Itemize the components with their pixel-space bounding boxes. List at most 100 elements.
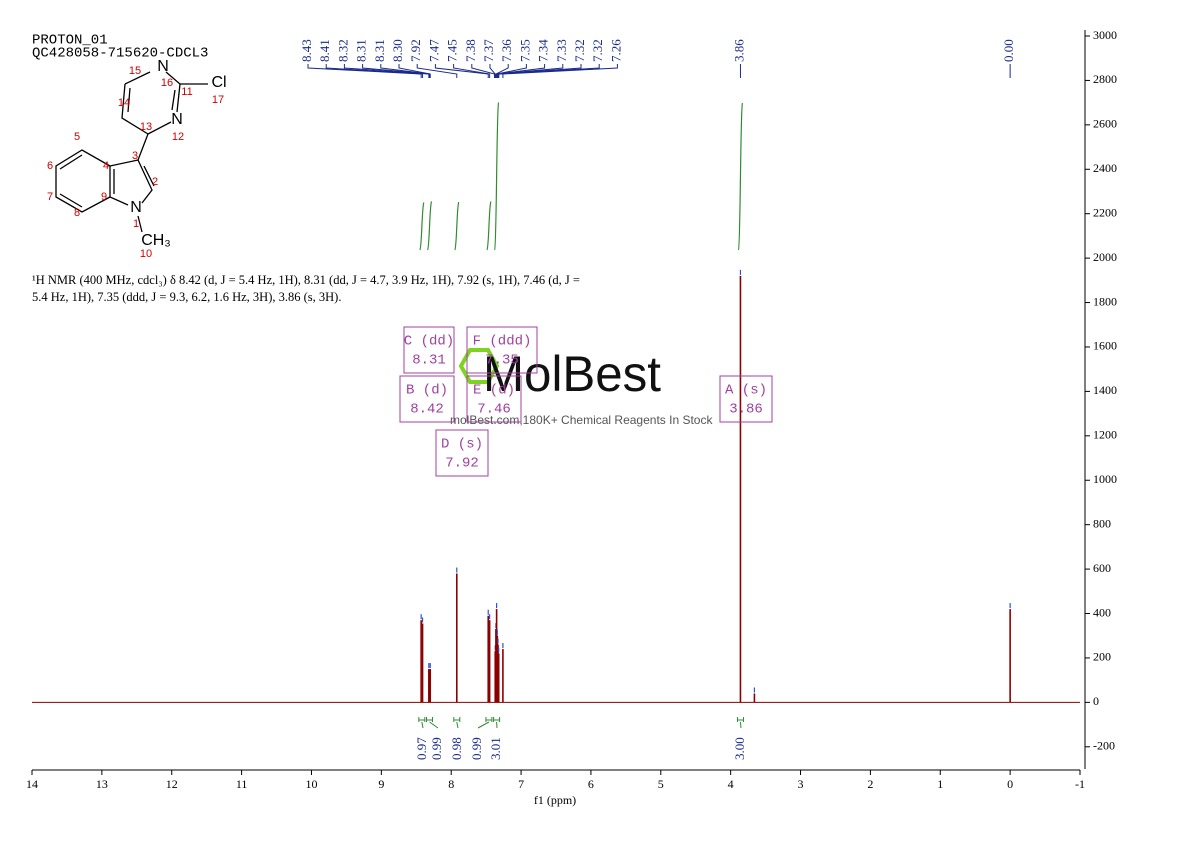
peak-label: 7.34: [536, 39, 551, 62]
y-tick-label: 400: [1093, 605, 1111, 619]
y-tick-label: 1000: [1093, 472, 1117, 486]
peak-label-connector: [416, 64, 458, 78]
atom-number: 7: [47, 191, 53, 203]
y-tick-label: 800: [1093, 516, 1111, 530]
x-axis-label: f1 (ppm): [534, 793, 576, 807]
bond: [59, 154, 83, 170]
multiplet-box: [403, 326, 455, 374]
integral-label: 0.99: [429, 737, 444, 760]
peak-label: 8.31: [354, 39, 369, 62]
integral-label: 0.97: [414, 737, 429, 760]
x-tick-label: 12: [166, 777, 178, 791]
y-tick-label: 1800: [1093, 294, 1117, 308]
peak-label-connector: [496, 64, 527, 78]
y-tick-label: 0: [1093, 694, 1099, 708]
x-tick-label: 13: [96, 777, 108, 791]
atom-label: Cl: [211, 74, 226, 91]
integral-curve: [486, 201, 492, 251]
peak-label-connector: [496, 64, 546, 78]
atom-number: 13: [140, 121, 152, 133]
multiplet-box: [435, 429, 489, 477]
atom-number: 6: [47, 160, 53, 172]
y-tick-label: 2000: [1093, 250, 1117, 264]
peak-label: 7.36: [499, 39, 514, 62]
peak-label: 7.45: [445, 39, 460, 62]
bond: [55, 149, 111, 213]
y-tick-label: 1200: [1093, 428, 1117, 442]
atom-number: 2: [152, 176, 158, 188]
peak-label: 7.26: [608, 39, 623, 62]
multiplet-label: F (ddd): [473, 334, 532, 350]
atom-number: 8: [74, 207, 80, 219]
integral-curve: [737, 102, 744, 251]
chart-title: PROTON_01: [32, 33, 108, 49]
y-tick-label: 3000: [1093, 28, 1117, 42]
x-tick-label: 2: [867, 777, 873, 791]
y-tick-label: 2800: [1093, 72, 1117, 86]
structure-bonds: [55, 71, 208, 233]
atom-number: 14: [118, 97, 130, 109]
integral-label: 0.98: [449, 737, 464, 760]
atom-label: N: [130, 199, 142, 216]
integral-label: 3.01: [488, 737, 503, 760]
x-tick-label: 11: [236, 777, 248, 791]
peak-label: 8.41: [317, 39, 332, 62]
integral-curve: [426, 201, 433, 251]
peak-label-connector: [434, 64, 489, 78]
atom-number: 4: [103, 160, 109, 172]
x-tick-label: 6: [588, 777, 594, 791]
y-tick-label: -200: [1093, 739, 1115, 753]
integral-curve: [419, 202, 425, 251]
integral-label: 3.00: [732, 737, 747, 760]
atom-number: 11: [181, 86, 192, 98]
x-tick-label: 9: [378, 777, 384, 791]
peak-label: 7.33: [554, 39, 569, 62]
peak-label: 7.32: [590, 39, 605, 62]
peak-label-connector: [498, 64, 600, 78]
bond: [147, 121, 172, 135]
multiplet-shift: 7.46: [477, 402, 511, 418]
peak-label: 7.35: [517, 39, 532, 62]
multiplet-box: [719, 375, 773, 423]
peak-label-connector: [343, 64, 430, 78]
peak-label: 7.37: [481, 39, 496, 62]
atom-label: CH₃: [141, 232, 171, 249]
peak-label-connector: [471, 64, 496, 78]
bond: [137, 159, 153, 204]
peak-label: 7.92: [408, 39, 423, 62]
peak-label: 8.30: [390, 39, 405, 62]
peak-label: 7.32: [572, 39, 587, 62]
peak-label: 7.38: [463, 39, 478, 62]
watermark-brand: MolBest: [483, 346, 661, 402]
atom-number: 9: [101, 191, 107, 203]
bond: [137, 215, 143, 233]
multiplet-shift: 7.92: [445, 456, 479, 472]
bond: [143, 165, 155, 187]
multiplet-shift: 3.86: [729, 402, 763, 418]
integral-curve: [494, 102, 500, 251]
peak-label-connector: [380, 64, 431, 78]
multiplet-label: E (d): [473, 383, 515, 399]
integral-bracket: [736, 717, 744, 729]
peak-label-connector: [497, 64, 564, 78]
y-tick-label: 2600: [1093, 117, 1117, 131]
chart-subtitle: QC428058-715620-CDCL3: [32, 46, 208, 62]
bond: [171, 89, 176, 111]
watermark-tagline: molBest.com,180K+ Chemical Reagents In S…: [450, 413, 713, 427]
peak-label-connector: [398, 64, 431, 78]
atom-number: 10: [140, 248, 152, 260]
atom-label: N: [171, 111, 183, 128]
y-tick-label: 1600: [1093, 339, 1117, 353]
x-tick-label: 1: [937, 777, 943, 791]
bond: [124, 71, 151, 85]
y-tick-label: 2200: [1093, 205, 1117, 219]
integral-bracket: [453, 717, 461, 729]
x-tick-label: 0: [1007, 777, 1013, 791]
bond: [127, 87, 131, 113]
peak-label-connector: [502, 64, 618, 78]
x-tick-label: -1: [1075, 777, 1085, 791]
multiplet-label: B (d): [406, 383, 448, 399]
peak-label: 8.43: [299, 39, 314, 62]
peak-label: 8.31: [372, 39, 387, 62]
